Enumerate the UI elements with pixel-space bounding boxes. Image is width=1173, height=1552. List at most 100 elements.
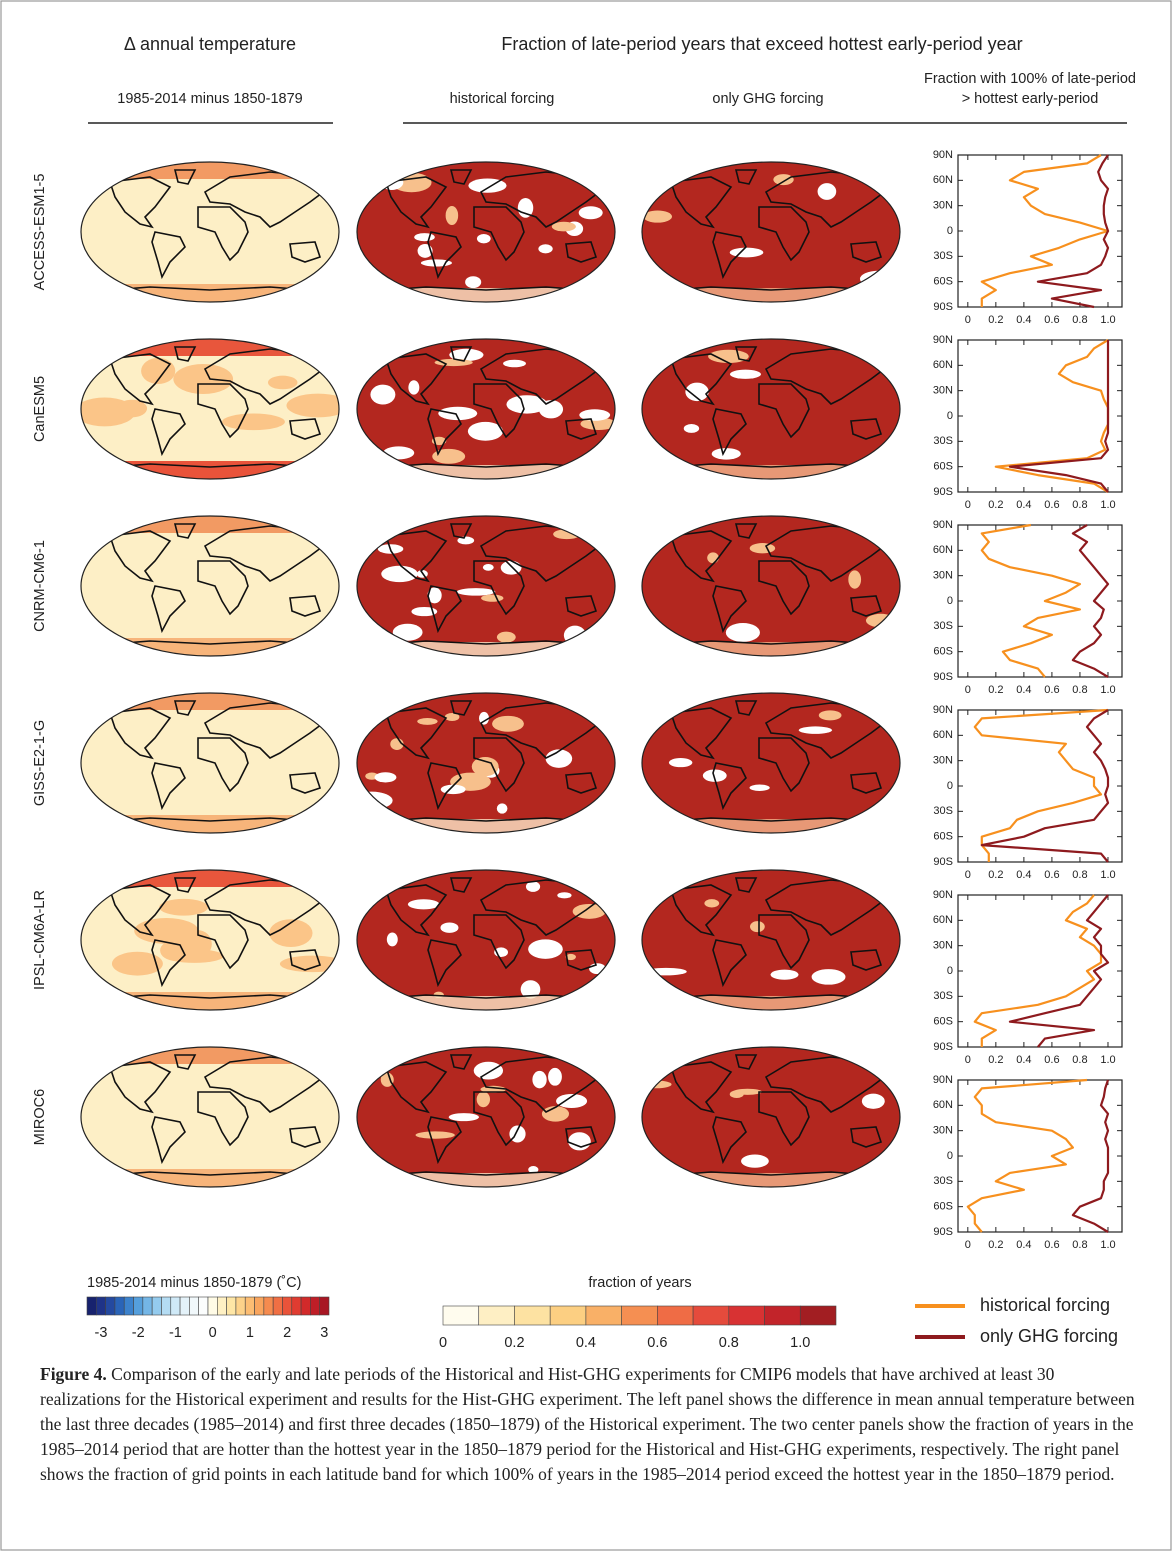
- map-band: [80, 1046, 340, 1064]
- line-chart: 90S60S30S030N60N90N00.20.40.60.81.0: [933, 334, 1122, 511]
- map-patch: [557, 892, 571, 898]
- colorbar-box: [124, 1297, 133, 1315]
- colorbar-box: [301, 1297, 310, 1315]
- y-tick-label: 90N: [933, 889, 953, 901]
- y-tick-label: 90N: [933, 334, 953, 346]
- colorbar-tick-label: 0.2: [504, 1335, 524, 1351]
- map-patch: [268, 376, 297, 390]
- map-patch: [222, 414, 285, 431]
- map-patch: [380, 174, 403, 190]
- y-tick-label: 0: [947, 965, 953, 977]
- subheader: 1985-2014 minus 1850-1879: [117, 91, 302, 107]
- map-patch: [548, 1068, 562, 1086]
- map-band: [80, 638, 340, 658]
- map-patch: [750, 543, 775, 553]
- map-panel: [641, 338, 901, 480]
- line-chart: 90S60S30S030N60N90N00.20.40.60.81.0: [933, 704, 1122, 881]
- colorbar-tick-label: -2: [132, 1325, 145, 1341]
- colorbar-box: [106, 1297, 115, 1315]
- y-tick-label: 60N: [933, 174, 953, 186]
- colorbar-box: [479, 1306, 515, 1325]
- map-patch: [280, 956, 345, 973]
- colorbar-box: [134, 1297, 143, 1315]
- map-patch: [542, 1106, 569, 1121]
- y-tick-label: 60N: [933, 359, 953, 371]
- map-patch: [730, 248, 764, 258]
- colorbar-box: [255, 1297, 264, 1315]
- map-band: [80, 461, 340, 481]
- map-panel: [356, 869, 616, 1011]
- figure: Δ annual temperature Fraction of late-pe…: [0, 0, 1173, 1552]
- x-tick-label: 0.6: [1044, 499, 1059, 511]
- x-tick-label: 1.0: [1100, 1054, 1115, 1066]
- map-panel: [356, 338, 617, 480]
- map-patch: [408, 899, 440, 909]
- caption: Figure 4. Comparison of the early and la…: [40, 1362, 1135, 1487]
- colorbar-tick-label: 0.6: [647, 1335, 667, 1351]
- map-patch: [532, 1071, 546, 1088]
- map-patch: [579, 880, 599, 890]
- map-band: [80, 284, 340, 304]
- map-patch: [112, 952, 163, 976]
- x-tick-label: 0.8: [1072, 499, 1087, 511]
- map-patch: [472, 757, 499, 776]
- y-tick-label: 60S: [933, 1201, 953, 1213]
- x-tick-label: 0.6: [1044, 314, 1059, 326]
- colorbar-box: [729, 1306, 765, 1325]
- colorbar-box: [320, 1297, 329, 1315]
- model-label: GISS-E2-1-G: [32, 720, 48, 806]
- map-panel: [74, 338, 349, 481]
- map-patch: [381, 566, 417, 582]
- x-tick-label: 1.0: [1100, 1239, 1115, 1251]
- map-patch: [457, 588, 496, 595]
- colorbar-box: [586, 1306, 622, 1325]
- map-patch: [712, 448, 741, 460]
- line-chart: 90S60S30S030N60N90N00.20.40.60.81.0: [933, 889, 1122, 1066]
- map-patch: [750, 921, 765, 932]
- y-tick-label: 0: [947, 780, 953, 792]
- colorbar-box: [208, 1297, 217, 1315]
- y-tick-label: 90N: [933, 1074, 953, 1086]
- y-tick-label: 30N: [933, 570, 953, 582]
- colorbar-box: [180, 1297, 189, 1315]
- map-panel: [80, 515, 340, 658]
- colorbar-box: [765, 1306, 801, 1325]
- map-band: [80, 338, 340, 356]
- colorbar-box: [171, 1297, 180, 1315]
- colorbar-box: [236, 1297, 245, 1315]
- y-tick-label: 0: [947, 410, 953, 422]
- y-tick-label: 30S: [933, 435, 953, 447]
- y-tick-label: 60N: [933, 914, 953, 926]
- map-panel: [80, 692, 340, 835]
- x-tick-label: 0.2: [988, 684, 1003, 696]
- x-tick-label: 0.2: [988, 499, 1003, 511]
- colorbar-tick-label: 0.8: [719, 1335, 739, 1351]
- map-patch: [449, 1113, 479, 1121]
- colorbar-box: [282, 1297, 291, 1315]
- model-label: IPSL-CM6A-LR: [32, 890, 48, 990]
- colorbar-box: [550, 1306, 586, 1325]
- x-tick-label: 0: [965, 1054, 971, 1066]
- map-patch: [568, 1132, 591, 1150]
- y-tick-label: 60N: [933, 1099, 953, 1111]
- map-patch: [483, 564, 494, 571]
- line-chart: 90S60S30S030N60N90N00.20.40.60.81.0: [933, 519, 1122, 696]
- map-fill: [74, 338, 349, 481]
- map-patch: [818, 183, 837, 200]
- colorbar-box: [622, 1306, 658, 1325]
- x-tick-label: 0.6: [1044, 1054, 1059, 1066]
- map-patch: [546, 749, 573, 767]
- colorbar-box: [264, 1297, 273, 1315]
- map-patch: [538, 244, 552, 253]
- x-tick-label: 0: [965, 499, 971, 511]
- y-tick-label: 90S: [933, 856, 953, 868]
- colorbar-box: [152, 1297, 161, 1315]
- y-tick-label: 30S: [933, 1175, 953, 1187]
- map-patch: [707, 552, 719, 563]
- x-tick-label: 0.8: [1072, 684, 1087, 696]
- legend-label: historical forcing: [980, 1295, 1110, 1315]
- line-chart: 90S60S30S030N60N90N00.20.40.60.81.0: [933, 1074, 1122, 1251]
- colorbar-box: [217, 1297, 226, 1315]
- y-tick-label: 30N: [933, 940, 953, 952]
- map-patch: [528, 939, 563, 959]
